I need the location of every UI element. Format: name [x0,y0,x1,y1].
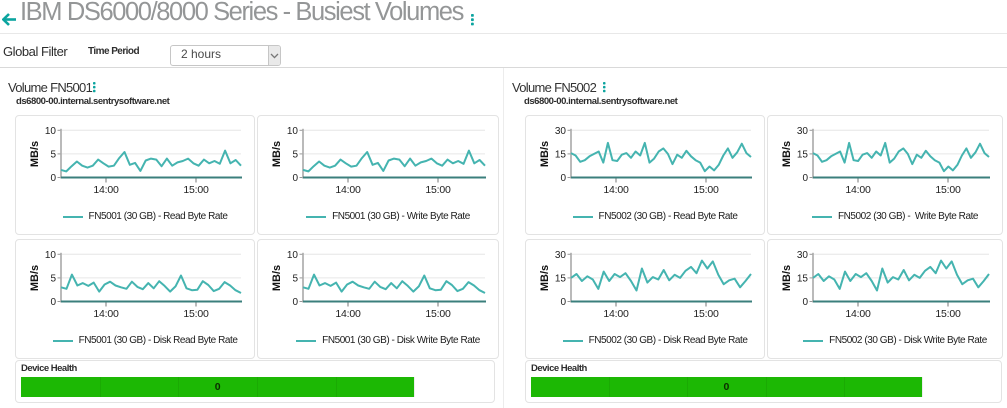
svg-text:15:00: 15:00 [935,308,961,320]
svg-text:15:00: 15:00 [425,184,451,196]
svg-text:15:00: 15:00 [183,308,209,320]
svg-text:0: 0 [560,297,566,308]
svg-text:MB/s: MB/s [781,265,793,291]
svg-text:10: 10 [287,126,299,137]
svg-text:MB/s: MB/s [29,141,41,167]
svg-text:0: 0 [50,173,56,184]
svg-text:MB/s: MB/s [29,265,41,291]
svg-text:MB/s: MB/s [781,141,793,167]
svg-text:15:00: 15:00 [693,184,719,196]
svg-text:15: 15 [555,273,567,284]
svg-text:5: 5 [292,149,298,160]
svg-text:5: 5 [50,149,56,160]
svg-text:15:00: 15:00 [693,308,719,320]
svg-text:14:00: 14:00 [335,184,361,196]
svg-text:MB/s: MB/s [271,265,283,291]
svg-text:30: 30 [797,250,809,261]
svg-text:0: 0 [560,173,566,184]
svg-text:14:00: 14:00 [93,308,119,320]
svg-text:0: 0 [802,297,808,308]
svg-text:15:00: 15:00 [183,184,209,196]
svg-text:0: 0 [802,173,808,184]
svg-text:14:00: 14:00 [93,184,119,196]
svg-text:MB/s: MB/s [271,141,283,167]
svg-text:15: 15 [797,273,809,284]
svg-text:0: 0 [50,297,56,308]
svg-text:30: 30 [797,126,809,137]
svg-text:MB/s: MB/s [539,265,551,291]
svg-text:30: 30 [555,126,567,137]
svg-text:14:00: 14:00 [335,308,361,320]
svg-text:15:00: 15:00 [425,308,451,320]
svg-text:14:00: 14:00 [845,308,871,320]
svg-text:MB/s: MB/s [539,141,551,167]
svg-text:0: 0 [292,297,298,308]
svg-text:15: 15 [797,149,809,160]
svg-text:14:00: 14:00 [603,184,629,196]
svg-text:14:00: 14:00 [845,184,871,196]
svg-text:5: 5 [292,273,298,284]
svg-text:10: 10 [287,250,299,261]
svg-text:14:00: 14:00 [603,308,629,320]
svg-text:10: 10 [45,126,57,137]
svg-text:5: 5 [50,273,56,284]
svg-text:15:00: 15:00 [935,184,961,196]
svg-text:10: 10 [45,250,57,261]
svg-text:30: 30 [555,250,567,261]
svg-text:15: 15 [555,149,567,160]
svg-text:0: 0 [292,173,298,184]
